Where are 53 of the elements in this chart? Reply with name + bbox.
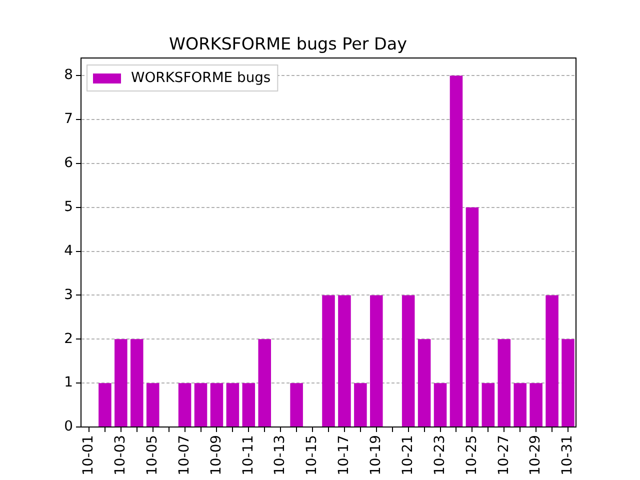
bar: [530, 383, 542, 426]
chart-title: WORKSFORME bugs Per Day: [169, 33, 408, 54]
x-tick-label: 10-05: [144, 435, 160, 476]
y-tick-label: 4: [64, 242, 74, 259]
bar: [450, 76, 463, 426]
bar: [370, 295, 383, 426]
bar: [290, 383, 303, 426]
bar: [498, 339, 511, 426]
x-tick-label: 10-29: [528, 435, 544, 476]
bar: [482, 383, 495, 426]
y-tick-label: 0: [64, 418, 73, 435]
bar: [194, 383, 208, 426]
x-tick-label: 10-15: [304, 435, 320, 476]
y-tick-label: 1: [64, 374, 73, 391]
bar: [466, 207, 479, 426]
x-tick-label: 10-13: [272, 435, 288, 476]
bar: [114, 339, 128, 426]
x-tick-label: 10-11: [240, 435, 256, 476]
bar: [146, 383, 160, 426]
bar: [562, 339, 574, 426]
bar: [242, 383, 256, 426]
bar: [338, 295, 351, 426]
bar: [210, 383, 224, 426]
x-tick-label: 10-03: [112, 435, 129, 476]
y-tick-label: 7: [64, 111, 73, 128]
x-tick-label: 10-01: [80, 435, 97, 476]
x-tick-label: 10-23: [432, 435, 448, 476]
x-tick-label: 10-17: [336, 435, 352, 476]
bar: [258, 339, 272, 426]
bar: [322, 295, 335, 426]
bar: [402, 295, 415, 426]
bar: [354, 383, 367, 426]
y-tick-label: 2: [64, 330, 73, 347]
y-tick-label: 8: [64, 67, 73, 84]
bar: [226, 383, 240, 426]
y-tick-label: 3: [64, 286, 73, 303]
x-tick-label: 10-19: [368, 435, 384, 476]
bar: [130, 339, 144, 426]
bar: [98, 383, 112, 426]
legend-label: WORKSFORME bugs: [131, 70, 271, 86]
bar: [514, 383, 526, 426]
x-tick-label: 10-31: [560, 435, 576, 476]
x-tick-label: 10-27: [496, 435, 512, 476]
x-tick-label: 10-21: [400, 435, 416, 476]
x-tick-label: 10-09: [208, 435, 224, 476]
x-tick-label: 10-25: [464, 435, 480, 476]
x-tick-label: 10-07: [176, 435, 192, 476]
bar: [434, 383, 447, 426]
bar: [418, 339, 431, 426]
bar: [178, 383, 192, 426]
y-tick-label: 6: [64, 155, 73, 172]
bar: [546, 295, 558, 426]
y-tick-label: 5: [64, 198, 73, 215]
